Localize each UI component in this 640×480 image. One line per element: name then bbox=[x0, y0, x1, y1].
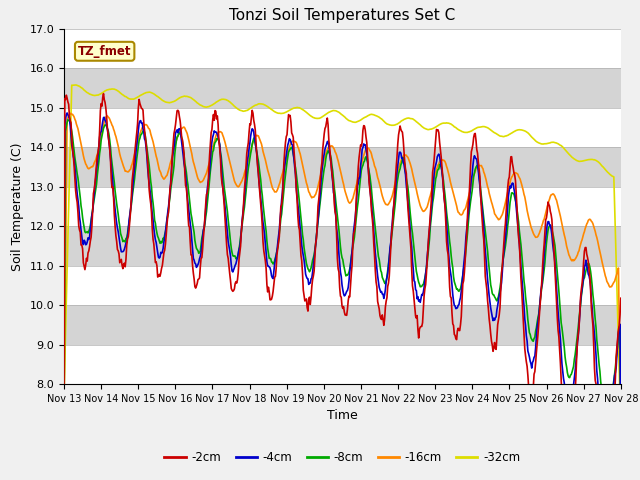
Bar bbox=[64, 108, 621, 147]
Bar bbox=[64, 305, 621, 345]
Bar bbox=[64, 68, 621, 108]
Bar bbox=[64, 226, 621, 265]
Bar bbox=[64, 345, 621, 384]
Bar bbox=[64, 187, 621, 226]
X-axis label: Time: Time bbox=[327, 409, 358, 422]
Legend: -2cm, -4cm, -8cm, -16cm, -32cm: -2cm, -4cm, -8cm, -16cm, -32cm bbox=[160, 447, 525, 469]
Bar bbox=[64, 147, 621, 187]
Y-axis label: Soil Temperature (C): Soil Temperature (C) bbox=[11, 142, 24, 271]
Bar bbox=[64, 265, 621, 305]
Bar bbox=[64, 29, 621, 68]
Text: TZ_fmet: TZ_fmet bbox=[78, 45, 131, 58]
Title: Tonzi Soil Temperatures Set C: Tonzi Soil Temperatures Set C bbox=[229, 9, 456, 24]
